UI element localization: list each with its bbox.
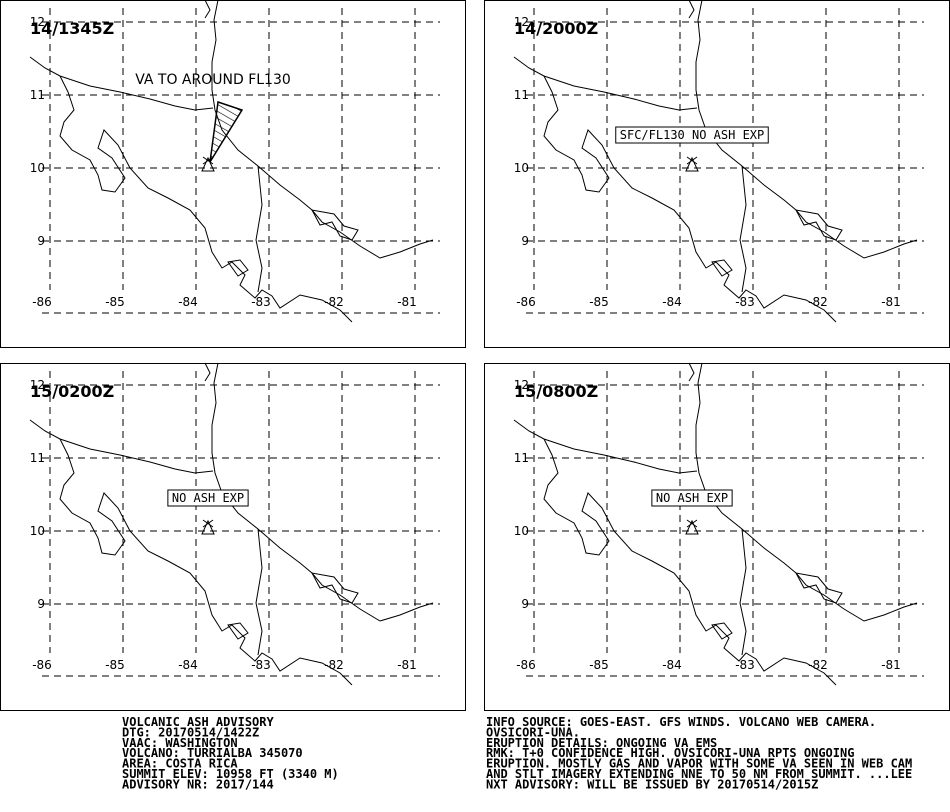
advisory-line: AREA: COSTA RICA (122, 757, 238, 771)
lon-label: -81 (397, 658, 417, 672)
ash-annotation: NO ASH EXP (656, 491, 728, 505)
advisory-line: NXT ADVISORY: WILL BE ISSUED BY 20170514… (486, 777, 818, 791)
advisory-line: RMK: T+0 CONFIDENCE HIGH. OVSICORI-UNA R… (486, 746, 854, 760)
volcano-symbol (201, 156, 215, 172)
lon-label: -81 (881, 658, 901, 672)
lat-label: 11 (514, 88, 529, 102)
lat-label: 9 (521, 234, 529, 248)
advisory-line: AND STLT IMAGERY EXTENDING NNE TO 50 NM … (486, 767, 912, 781)
map-panel: 12 11 10 9 -86 -85 -84 -83 -82 -81 15/0800Z NO ASH … (484, 362, 950, 711)
ash-annotation: VA TO AROUND FL130 (135, 72, 291, 88)
advisory-line: ERUPTION. MOSTLY GAS AND VAPOR WITH SOME… (486, 757, 912, 771)
advisory-line: INFO SOURCE: GOES-EAST. GFS WINDS. VOLCA… (486, 715, 876, 729)
ash-annotation: NO ASH EXP (172, 491, 244, 505)
valid-time: 15/0800Z (514, 382, 598, 401)
volcano-symbol (201, 519, 215, 535)
map-panel: 12 11 10 9 -86 -85 -84 -83 -82 -81 15/0200Z NO ASH … (0, 362, 466, 711)
lon-label: -84 (662, 658, 682, 672)
map-panel: 12 11 10 9 -86 -85 -84 -83 -82 -81 14/1345Z VA TO A… (0, 0, 466, 348)
lon-label: -82 (324, 658, 344, 672)
lon-label: -86 (32, 658, 52, 672)
advisory-line: OVSICORI-UNA. (486, 725, 580, 739)
lat-label: 10 (514, 161, 529, 175)
ash-annotation: SFC/FL130 NO ASH EXP (620, 128, 765, 142)
lat-label: 12 (30, 15, 45, 29)
valid-time: 14/2000Z (514, 19, 598, 38)
annotation-box (615, 126, 769, 144)
lon-label: -83 (735, 658, 755, 672)
ash-area (209, 101, 244, 163)
lon-label: -84 (178, 295, 198, 309)
lon-label: -81 (881, 295, 901, 309)
advisory-line: VOLCANIC ASH ADVISORY (122, 715, 274, 729)
lon-label: -83 (251, 658, 271, 672)
advisory-line: ADVISORY NR: 2017/144 (122, 777, 274, 791)
lon-label: -85 (589, 295, 609, 309)
lon-label: -82 (808, 658, 828, 672)
panel-frame (484, 363, 950, 711)
annotation-box (167, 489, 249, 507)
advisory-line: ERUPTION DETAILS: ONGOING VA EMS (486, 736, 717, 750)
lat-label: 12 (30, 378, 45, 392)
lon-label: -82 (324, 295, 344, 309)
valid-time: 15/0200Z (30, 382, 114, 401)
panel-frame (0, 363, 466, 711)
lon-label: -85 (105, 295, 125, 309)
advisory-line: VOLCANO: TURRIALBA 345070 (122, 746, 303, 760)
lat-label: 9 (37, 597, 45, 611)
lon-label: -86 (516, 658, 536, 672)
lon-label: -86 (516, 295, 536, 309)
annotation-box (651, 489, 733, 507)
lat-label: 10 (514, 524, 529, 538)
lon-label: -83 (735, 295, 755, 309)
advisory-line: SUMMIT ELEV: 10958 FT (3340 M) (122, 767, 339, 781)
lon-label: -86 (32, 295, 52, 309)
lat-label: 11 (514, 451, 529, 465)
lat-label: 9 (521, 597, 529, 611)
lat-label: 10 (30, 161, 45, 175)
valid-time: 14/1345Z (30, 19, 114, 38)
lon-label: -84 (662, 295, 682, 309)
lat-label: 10 (30, 524, 45, 538)
volcano-symbol (685, 156, 699, 172)
lon-label: -82 (808, 295, 828, 309)
advisory-line: VAAC: WASHINGTON (122, 736, 238, 750)
lat-label: 9 (37, 234, 45, 248)
panel-frame (0, 0, 466, 348)
lat-label: 11 (30, 88, 45, 102)
lon-label: -81 (397, 295, 417, 309)
map-panel: 12 11 10 9 -86 -85 -84 -83 -82 -81 14/2000Z SFC/FL1… (484, 0, 950, 348)
volcano-symbol (685, 519, 699, 535)
lat-label: 12 (514, 378, 529, 392)
lon-label: -83 (251, 295, 271, 309)
lon-label: -85 (589, 658, 609, 672)
lon-label: -84 (178, 658, 198, 672)
lat-label: 12 (514, 15, 529, 29)
lat-label: 11 (30, 451, 45, 465)
advisory-line: DTG: 20170514/1422Z (122, 725, 259, 739)
panel-frame (484, 0, 950, 348)
lon-label: -85 (105, 658, 125, 672)
